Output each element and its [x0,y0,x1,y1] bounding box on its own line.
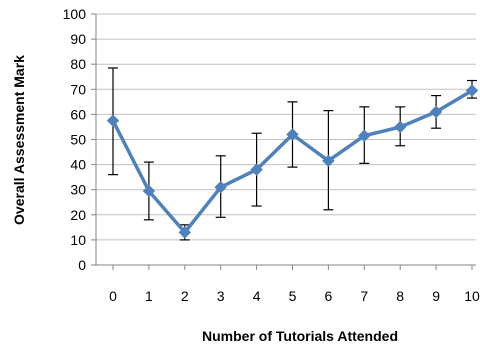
y-tick-label: 40 [70,157,86,173]
y-tick-label: 30 [70,182,86,198]
y-tick-label: 50 [70,132,86,148]
data-point-9 [429,105,443,119]
x-axis-title: Number of Tutorials Attended [202,328,398,344]
x-tick-label: 3 [217,288,225,304]
y-tick-label: 20 [70,207,86,223]
data-point-2 [178,226,192,239]
x-tick-label: 4 [253,288,261,304]
y-tick-label: 100 [63,6,87,22]
x-tick-label: 10 [464,288,480,304]
x-tick-label: 7 [360,288,368,304]
x-tick-label: 6 [325,288,333,304]
data-point-7 [358,129,371,142]
x-tick-label: 9 [432,288,440,304]
y-tick-label: 0 [78,257,86,273]
data-point-3 [214,180,227,194]
y-tick-label: 90 [70,31,86,47]
y-tick-label: 80 [70,56,86,72]
data-point-10 [465,84,479,97]
data-point-6 [322,154,335,168]
y-tick-label: 10 [70,232,86,248]
data-point-5 [286,128,299,141]
data-point-0 [106,114,120,127]
x-tick-label: 2 [181,288,189,304]
x-tick-label: 8 [396,288,404,304]
y-tick-label: 60 [70,106,86,122]
gridlines [96,13,476,241]
data-point-4 [250,163,263,176]
x-tick-label: 1 [145,288,153,304]
data-point-8 [393,120,407,134]
series [106,84,479,239]
tick-labels: 0 10 20 30 40 50 60 70 80 90 100 0 1 2 3 4 5 6 7 8 9 10 [63,6,480,304]
x-tick-label: 0 [109,288,117,304]
error-bars [108,67,477,241]
x-tick-label: 5 [289,288,297,304]
y-tick-label: 70 [70,81,86,97]
axes [91,13,476,270]
y-axis-title: Overall Assessment Mark [11,55,27,225]
data-point-1 [142,184,156,198]
